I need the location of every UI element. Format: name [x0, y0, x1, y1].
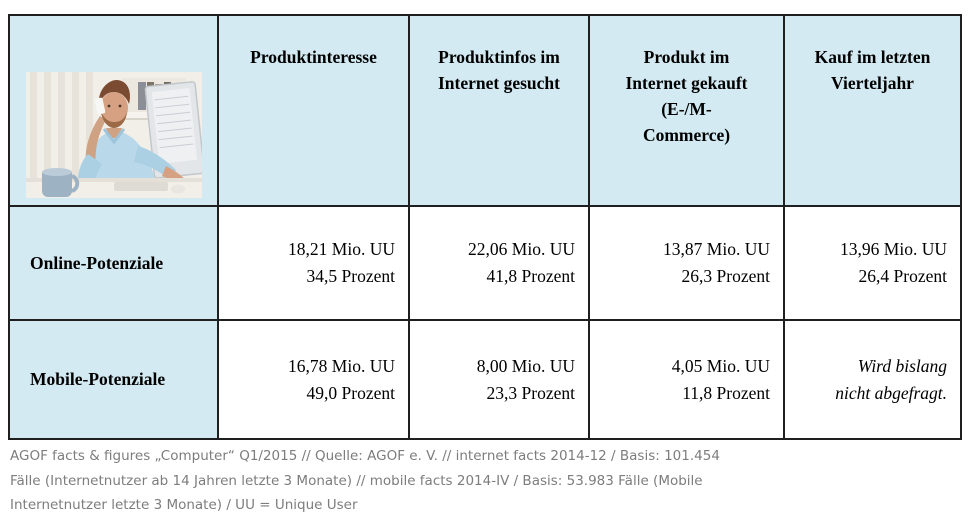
source-note: AGOF facts & figures „Computer“ Q1/2015 …	[10, 448, 720, 513]
man-on-phone-at-desk-photo	[25, 72, 205, 198]
potentials-table: Produktinteresse Produktinfos im Interne…	[8, 14, 962, 440]
row-online-potenziale: Online-Potenziale 18,21 Mio. UU 34,5 Pro…	[8, 205, 962, 321]
row-label-mobile: Mobile-Potenziale	[8, 319, 219, 440]
photo-cell	[8, 14, 219, 207]
header-cell-produkt-gekauft: Produkt im Internet gekauft (E-/M- Comme…	[588, 14, 785, 207]
cell-mobile-kauf-note: Wird bislang nicht abgefragt.	[783, 319, 962, 440]
row-mobile-potenziale: Mobile-Potenziale 16,78 Mio. UU 49,0 Pro…	[8, 319, 962, 440]
cell-mobile-produktinfos: 8,00 Mio. UU 23,3 Prozent	[408, 319, 590, 440]
cell-online-kauf: 13,96 Mio. UU 26,4 Prozent	[783, 205, 962, 321]
cell-mobile-produktinteresse: 16,78 Mio. UU 49,0 Prozent	[217, 319, 410, 440]
header-cell-produktinfos: Produktinfos im Internet gesucht	[408, 14, 590, 207]
header-cell-produktinteresse: Produktinteresse	[217, 14, 410, 207]
row-label-online: Online-Potenziale	[8, 205, 219, 321]
cell-online-gekauft: 13,87 Mio. UU 26,3 Prozent	[588, 205, 785, 321]
cell-mobile-gekauft: 4,05 Mio. UU 11,8 Prozent	[588, 319, 785, 440]
cell-online-produktinfos: 22,06 Mio. UU 41,8 Prozent	[408, 205, 590, 321]
header-cell-kauf-vierteljahr: Kauf im letzten Vierteljahr	[783, 14, 962, 207]
cell-online-produktinteresse: 18,21 Mio. UU 34,5 Prozent	[217, 205, 410, 321]
table-header-row: Produktinteresse Produktinfos im Interne…	[8, 14, 962, 207]
